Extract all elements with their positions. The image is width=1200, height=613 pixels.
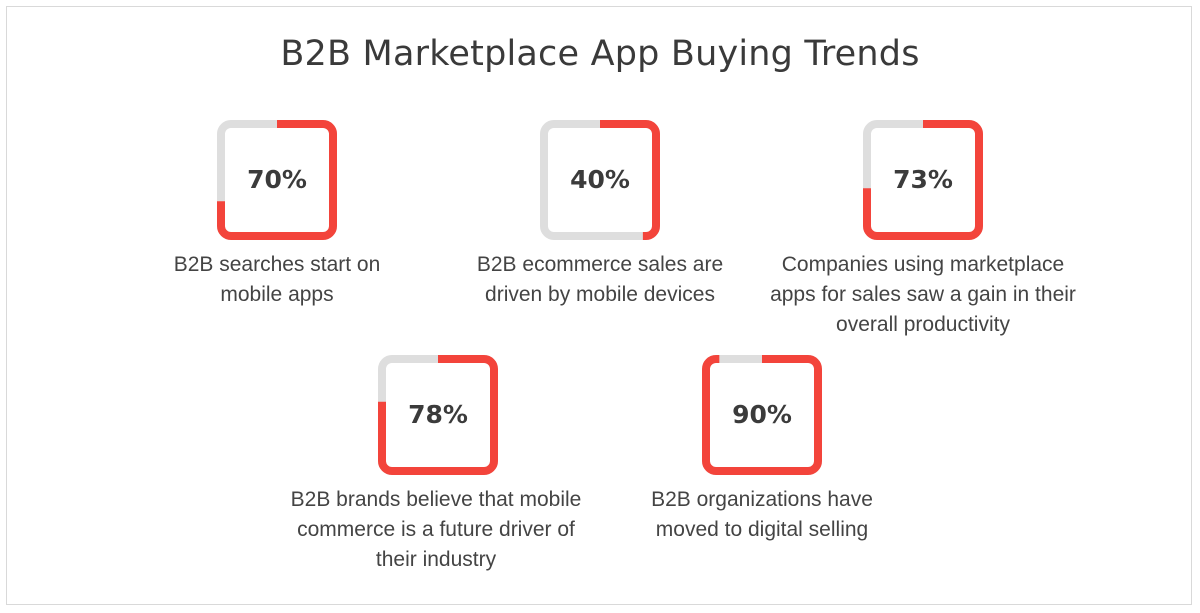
infographic-frame	[6, 6, 1192, 605]
stat-description: B2B brands believe that mobile commerce …	[290, 488, 582, 571]
page-title: B2B Marketplace App Buying Trends	[280, 34, 920, 74]
stat-description: B2B organizations have moved to digital …	[651, 488, 873, 541]
progress-fill	[702, 355, 822, 475]
stat-percent: 90%	[732, 400, 792, 429]
stat-description: Companies using marketplace apps for sal…	[770, 253, 1076, 336]
progress-fill	[540, 120, 660, 240]
progress-fill	[378, 355, 498, 475]
stat-description: B2B ecommerce sales are driven by mobile…	[476, 253, 724, 306]
progress-square	[702, 355, 822, 475]
stat-description: B2B searches start on mobile apps	[173, 253, 381, 306]
progress-fill	[217, 120, 337, 240]
progress-square	[863, 120, 983, 240]
progress-square	[217, 120, 337, 240]
stat-percent: 40%	[570, 165, 630, 194]
progress-square	[378, 355, 498, 475]
stat-percent: 78%	[408, 400, 468, 429]
progress-square	[540, 120, 660, 240]
progress-fill	[863, 120, 983, 240]
stat-percent: 73%	[893, 165, 953, 194]
stat-percent: 70%	[247, 165, 307, 194]
